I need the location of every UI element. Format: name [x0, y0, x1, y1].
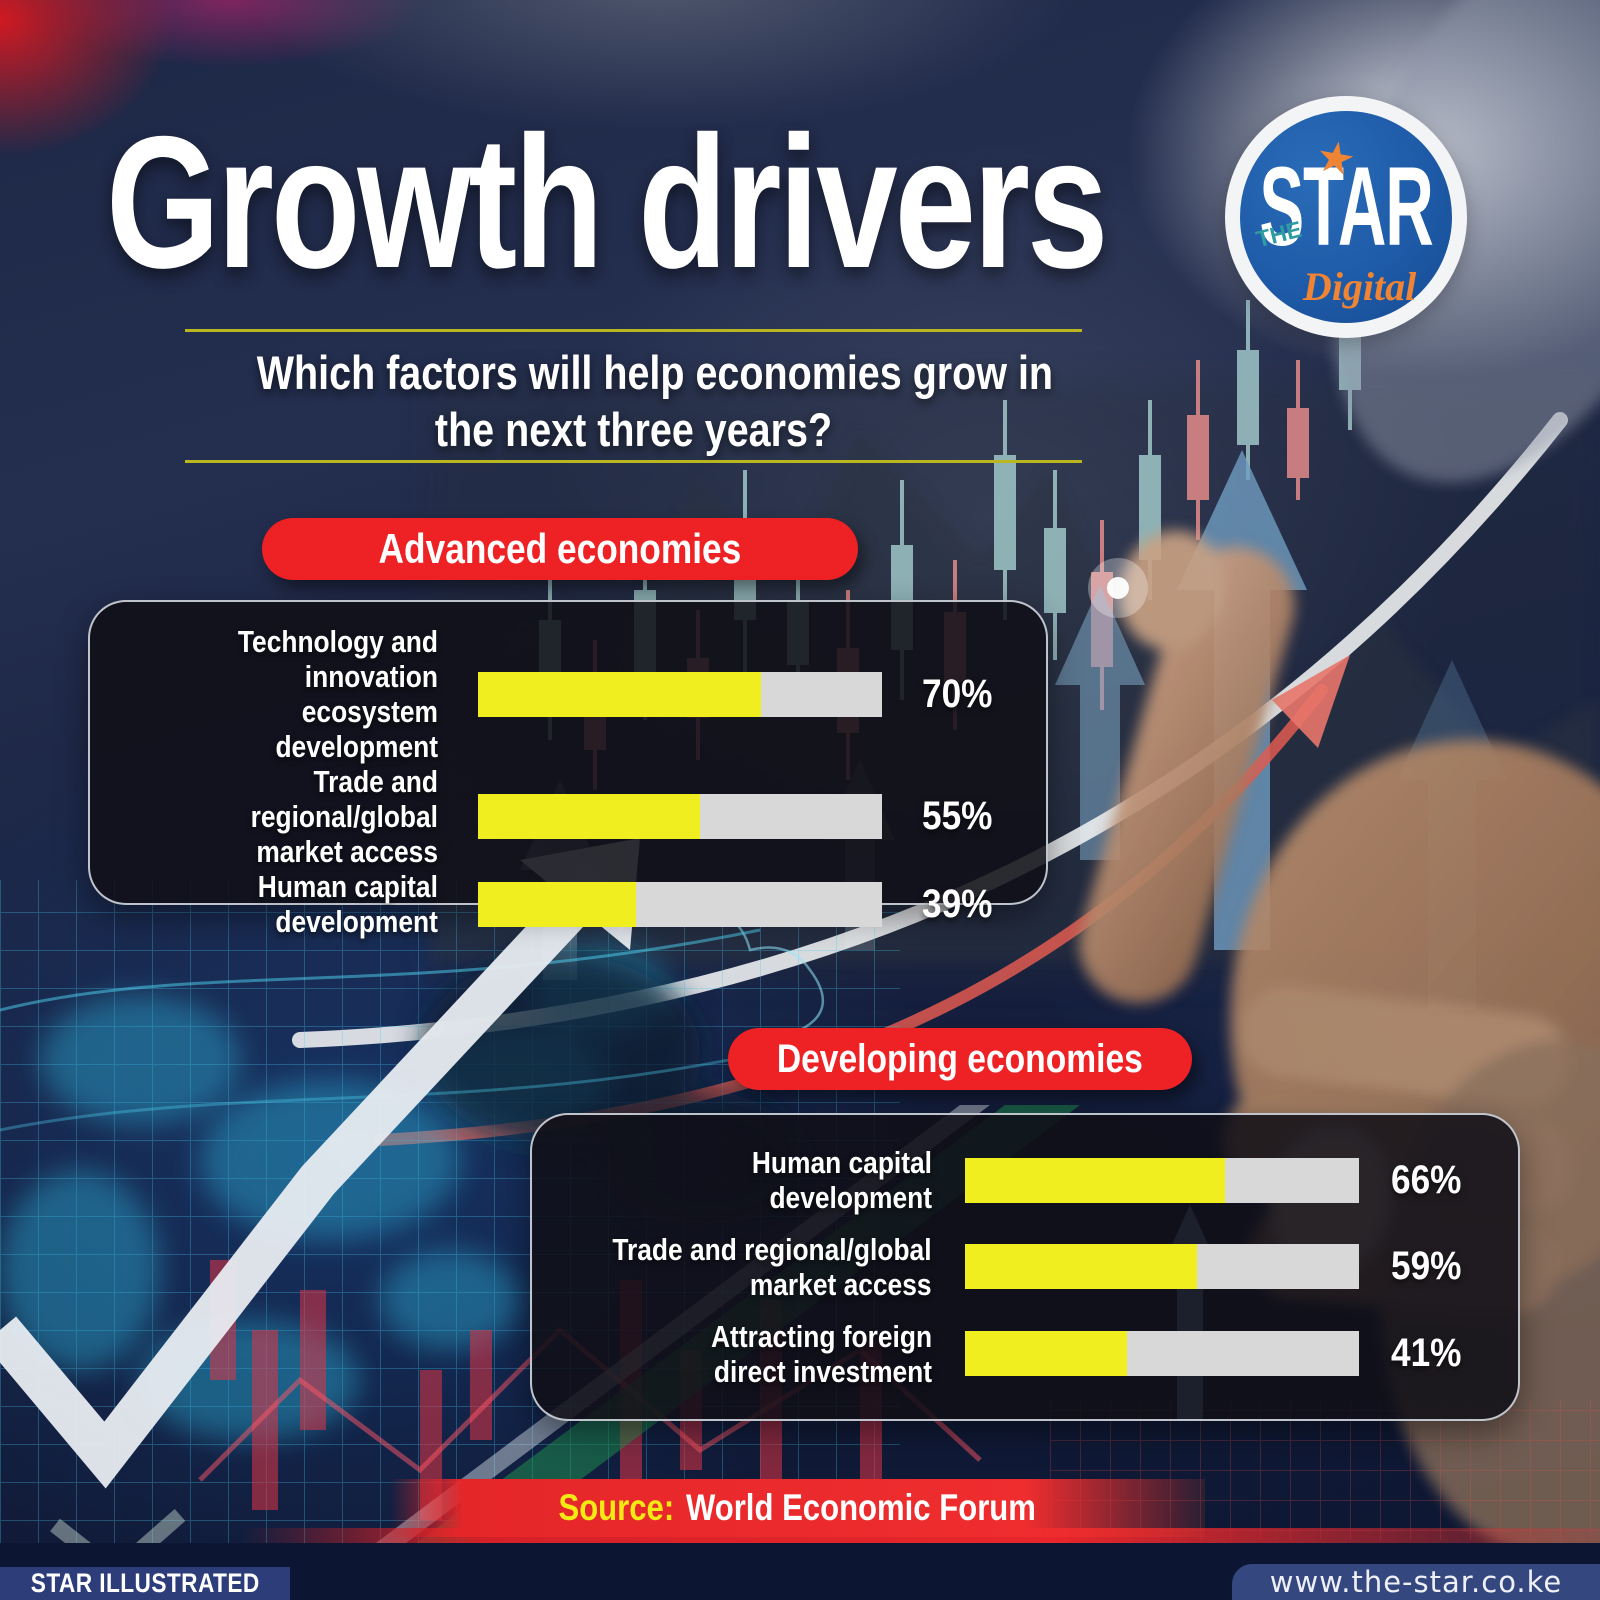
bar-row: Human capital development 66%	[532, 1145, 1518, 1215]
subtitle: Which factors will help economies grow i…	[185, 344, 1082, 459]
subtitle-line-1: Which factors will help economies grow i…	[256, 346, 1054, 399]
bar-value: 39%	[922, 881, 993, 926]
bar-fill	[965, 1331, 1127, 1377]
page-title: Growth drivers	[106, 97, 1108, 307]
bar-fill	[965, 1157, 1226, 1203]
bar-track	[965, 1331, 1359, 1377]
developing-economies-panel: Human capital development 66% Trade and re…	[530, 1113, 1520, 1421]
footer-star-illustrated: STAR ILLUSTRATED	[0, 1567, 290, 1600]
bar-value: 41%	[1391, 1331, 1462, 1376]
bar-row: Attracting foreign direct investment 41%	[532, 1319, 1518, 1389]
bar-rows: Technology and innovation ecosystem devel…	[90, 602, 1046, 939]
subtitle-line-2: the next three years?	[434, 403, 833, 457]
footer-website: www.the-star.co.ke	[1232, 1564, 1600, 1600]
section-pill-advanced: Advanced economies	[262, 518, 858, 580]
bar-track	[965, 1244, 1359, 1290]
bar-value: 66%	[1391, 1157, 1462, 1202]
bar-value: 70%	[922, 671, 993, 716]
bar-label: Trade and regional/global market access	[250, 764, 438, 870]
bar-track	[478, 794, 882, 840]
bar-label: Technology and innovation ecosystem devel…	[237, 624, 438, 765]
yellow-rule-bottom	[185, 460, 1082, 463]
logo-star-text: STAR	[1259, 144, 1433, 270]
bar-fill	[478, 881, 636, 927]
bar-label: Human capital development	[257, 869, 438, 940]
bar-label: Human capital development	[751, 1145, 932, 1216]
bar-label: Trade and regional/global market access	[612, 1231, 932, 1302]
footer-left-text: STAR ILLUSTRATED	[30, 1568, 260, 1598]
bar-label: Attracting foreign direct investment	[710, 1318, 932, 1389]
logo-circle: STAR ★ THE Digital	[1240, 111, 1452, 323]
bar-value: 59%	[1391, 1244, 1462, 1289]
section-pill-developing: Developing economies	[728, 1028, 1192, 1090]
bar-track	[478, 671, 882, 717]
bar-fill	[478, 671, 761, 717]
logo-digital-text: Digital	[1302, 264, 1417, 309]
yellow-rule-top	[185, 329, 1082, 332]
source-bar: Source: World Economic Forum	[390, 1479, 1205, 1537]
source-label: Source:	[558, 1487, 675, 1528]
bar-row: Technology and innovation ecosystem devel…	[90, 624, 1046, 764]
bar-value: 55%	[922, 794, 993, 839]
bar-track	[478, 881, 882, 927]
pill-label: Developing economies	[777, 1036, 1143, 1081]
pill-label: Advanced economies	[378, 525, 742, 572]
bar-fill	[965, 1244, 1198, 1290]
bar-track	[965, 1157, 1359, 1203]
bar-row: Human capital development 39%	[90, 869, 1046, 939]
source-text-wrap: Source: World Economic Forum	[559, 1487, 1036, 1529]
bar-fill	[478, 794, 701, 840]
advanced-economies-panel: Technology and innovation ecosystem devel…	[88, 600, 1048, 939]
bar-row: Trade and regional/global market access 55…	[90, 764, 1046, 869]
bar-row: Trade and regional/global market access 59…	[532, 1232, 1518, 1302]
source-text: World Economic Forum	[686, 1487, 1037, 1528]
star-digital-logo: STAR ★ THE Digital	[1225, 96, 1467, 338]
footer-website-text: www.the-star.co.ke	[1269, 1565, 1563, 1599]
bar-rows: Human capital development 66% Trade and re…	[532, 1115, 1518, 1419]
